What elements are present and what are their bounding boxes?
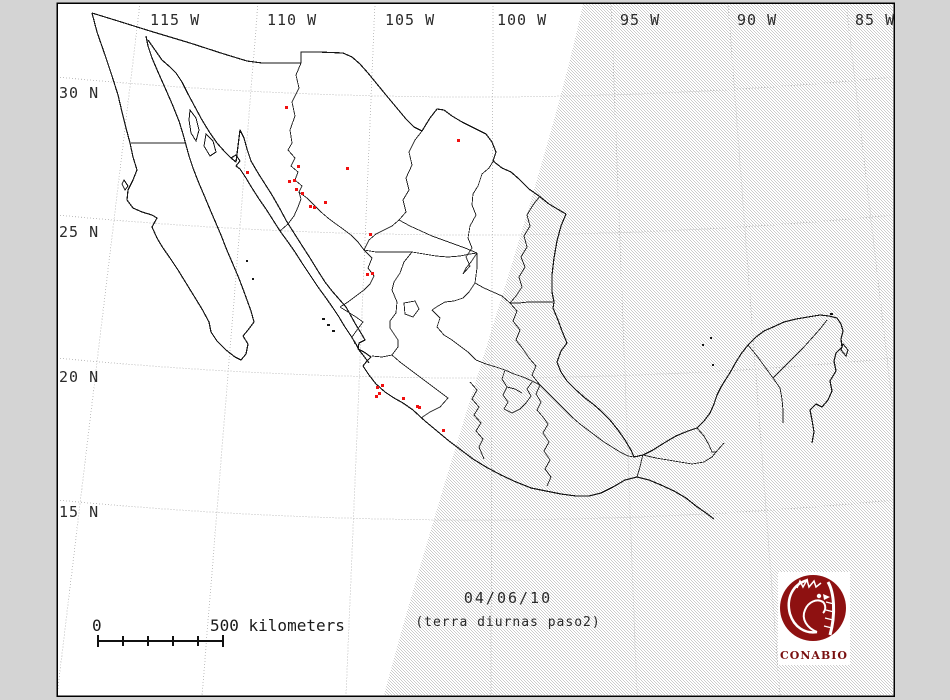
fire-hotspot-dot xyxy=(375,395,378,398)
longitude-tick-label: 115 W xyxy=(150,11,201,29)
state-borders xyxy=(131,62,828,487)
fire-hotspot-dot xyxy=(381,384,384,387)
latitude-tick-label: 25 N xyxy=(59,223,100,241)
fire-hotspot-dot xyxy=(378,392,381,395)
conabio-logo-text: CONABIO xyxy=(780,649,848,662)
longitude-tick-label: 95 W xyxy=(620,11,661,29)
fire-hotspot-dot xyxy=(295,188,298,191)
scale-zero-label: 0 xyxy=(92,616,102,635)
fire-hotspot-dot xyxy=(324,201,327,204)
map-date: 04/06/10 xyxy=(463,589,553,607)
fire-hotspot-dot xyxy=(313,206,316,209)
fire-hotspot-dot xyxy=(297,165,300,168)
graticule-grid xyxy=(58,4,893,695)
fire-hotspot-dot xyxy=(366,273,369,276)
fire-hotspot-dot xyxy=(371,272,374,275)
longitude-tick-label: 110 W xyxy=(267,11,318,29)
fire-hotspot-dot xyxy=(293,179,296,182)
fire-hotspot-dot xyxy=(346,167,349,170)
latitude-tick-label: 20 N xyxy=(59,368,100,386)
fire-hotspot-dot xyxy=(246,171,249,174)
fire-hotspot-dot xyxy=(418,406,421,409)
conabio-eagle-icon xyxy=(780,575,846,641)
fire-hotspot-dot xyxy=(285,106,288,109)
scale-bar xyxy=(97,635,224,647)
longitude-tick-label: 90 W xyxy=(737,11,778,29)
longitude-tick-label: 105 W xyxy=(385,11,436,29)
longitude-tick-label: 85 W xyxy=(855,11,896,29)
longitude-tick-label: 100 W xyxy=(497,11,548,29)
fire-hotspot-dot xyxy=(416,405,419,408)
fire-hotspot-dot xyxy=(288,180,291,183)
conabio-logo: CONABIO xyxy=(778,572,850,665)
mexico-coastline xyxy=(91,12,844,520)
fire-hotspot-dot xyxy=(457,139,460,142)
fire-hotspot-dot xyxy=(301,192,304,195)
satellite-pass-label: (terra diurnas paso2) xyxy=(415,615,601,630)
fire-hotspot-dot xyxy=(442,429,445,432)
latitude-tick-label: 30 N xyxy=(59,84,100,102)
fire-hotspot-dot xyxy=(376,386,379,389)
latitude-tick-label: 15 N xyxy=(59,503,100,521)
fire-hotspot-dot xyxy=(369,233,372,236)
scale-distance-label: 500 kilometers xyxy=(210,616,345,635)
fire-hotspot-dot xyxy=(402,397,405,400)
islands xyxy=(121,108,849,366)
swath-region xyxy=(384,4,893,695)
map-frame xyxy=(56,2,895,697)
fire-hotspot-dot xyxy=(309,205,312,208)
